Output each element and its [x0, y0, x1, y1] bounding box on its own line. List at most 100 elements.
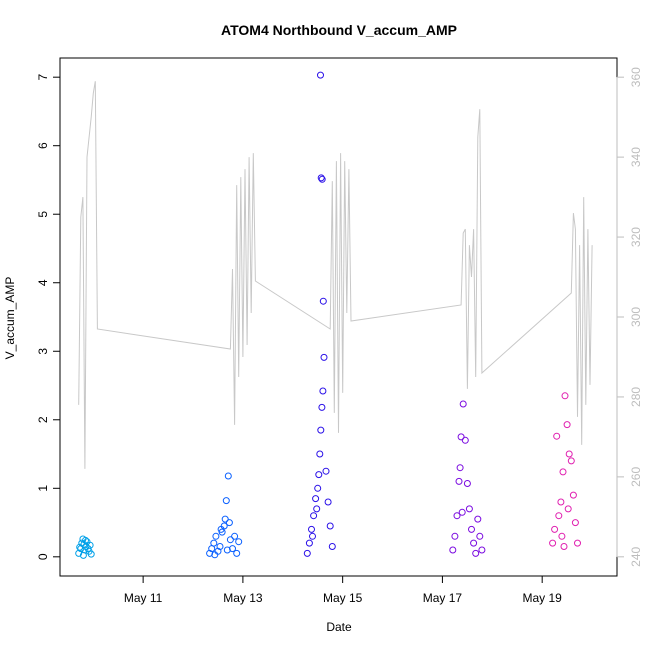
data-point — [229, 545, 236, 553]
data-point — [84, 545, 92, 553]
data-point — [328, 543, 336, 550]
data-point — [474, 515, 482, 523]
data-point — [315, 471, 323, 479]
data-point — [472, 549, 480, 557]
data-point — [223, 546, 231, 554]
data-point — [318, 403, 326, 411]
data-point — [305, 539, 313, 547]
y2-tick-label: 280 — [629, 387, 643, 407]
scatter-series-3 — [303, 71, 336, 557]
data-point — [559, 468, 567, 476]
data-point — [455, 477, 463, 485]
data-point — [449, 546, 457, 554]
data-point — [231, 532, 239, 540]
data-point — [82, 536, 89, 544]
data-point — [561, 392, 569, 400]
y-tick-label: 4 — [36, 279, 50, 286]
x-tick-label: May 13 — [223, 591, 263, 605]
data-point — [225, 519, 233, 527]
data-point — [309, 532, 316, 540]
data-point — [226, 536, 234, 544]
data-point — [470, 539, 478, 547]
data-point — [456, 464, 464, 472]
data-point — [79, 551, 87, 559]
data-point — [569, 491, 577, 499]
data-point — [222, 497, 230, 505]
scatter-series-2 — [206, 472, 243, 559]
data-point — [86, 541, 94, 549]
data-point — [560, 543, 568, 550]
data-point — [571, 519, 579, 527]
data-point — [87, 550, 95, 558]
data-point — [563, 421, 571, 429]
data-point — [453, 512, 461, 520]
data-point — [233, 549, 241, 557]
data-point — [567, 457, 575, 465]
x-axis-title: Date — [326, 620, 352, 634]
y-tick-label: 5 — [36, 211, 50, 218]
data-point — [313, 505, 321, 513]
data-point — [211, 551, 219, 559]
data-point — [317, 426, 325, 434]
data-point — [217, 525, 225, 533]
data-point — [324, 498, 332, 506]
y2-tick-label: 300 — [629, 307, 643, 327]
data-point — [574, 539, 581, 547]
data-point — [555, 512, 563, 520]
data-point — [458, 508, 466, 516]
data-point — [459, 400, 467, 408]
data-point — [308, 525, 315, 533]
y-axis-title: V_accum_AMP — [3, 277, 17, 360]
data-point — [451, 532, 459, 540]
y-tick-label: 7 — [36, 74, 50, 81]
points-layer — [75, 71, 581, 559]
data-point — [303, 549, 311, 557]
y-tick-label: 0 — [36, 553, 50, 560]
y-tick-label: 2 — [36, 416, 50, 423]
data-point — [318, 175, 326, 183]
data-point — [326, 522, 334, 530]
y-tick-label: 6 — [36, 142, 50, 149]
data-point — [235, 538, 243, 546]
data-point — [557, 498, 565, 506]
data-point — [553, 432, 561, 440]
scatter-series-1 — [75, 535, 95, 559]
data-point — [319, 387, 327, 395]
x-tick-label: May 15 — [323, 591, 363, 605]
data-point — [320, 353, 328, 361]
x-tick-label: May 11 — [124, 591, 163, 605]
data-point — [210, 539, 218, 547]
y2-tick-label: 260 — [629, 467, 643, 487]
right-axis-line-series — [78, 81, 593, 469]
data-point — [221, 515, 229, 523]
data-point — [76, 543, 84, 551]
data-point — [465, 505, 473, 513]
data-point — [319, 297, 327, 305]
data-point — [564, 505, 572, 513]
line-series-layer — [78, 81, 593, 469]
data-point — [212, 532, 220, 540]
y2-tick-label: 240 — [629, 546, 643, 566]
y2-tick-label: 360 — [629, 67, 643, 87]
data-point — [216, 543, 224, 550]
data-point — [461, 436, 469, 444]
plot-frame — [59, 57, 618, 577]
y2-tick-label: 320 — [629, 227, 643, 247]
x-tick-label: May 17 — [423, 591, 463, 605]
data-point — [549, 539, 557, 547]
x-tick-label: May 19 — [522, 591, 562, 605]
chart-title: ATOM4 Northbound V_accum_AMP — [221, 22, 457, 38]
data-point — [551, 525, 559, 533]
data-point — [476, 532, 484, 540]
data-point — [314, 484, 322, 492]
data-point — [468, 525, 475, 533]
data-point — [316, 450, 324, 458]
data-point — [224, 472, 232, 480]
axes-layer: May 11 May 13 May 15 May 17 May 19 0 1 2 3 4 5 6 7 24… — [36, 67, 643, 605]
scatter-series-5 — [549, 392, 581, 550]
y2-tick-label: 340 — [629, 147, 643, 167]
data-point — [463, 480, 471, 487]
data-point — [317, 174, 325, 182]
data-point — [317, 71, 324, 79]
